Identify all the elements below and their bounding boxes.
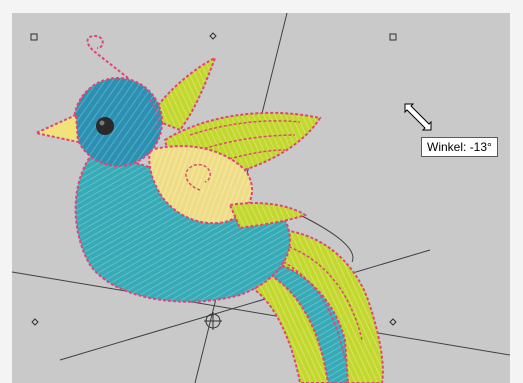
- lower-wing-feather: [228, 202, 308, 230]
- rotate-handle-top[interactable]: [209, 32, 217, 40]
- embroidery-canvas[interactable]: [12, 13, 510, 383]
- bird-head: [73, 77, 163, 167]
- design-view: [12, 13, 510, 383]
- angle-tooltip: Winkel: -13°: [421, 137, 498, 157]
- bird-beak: [32, 113, 80, 144]
- head-curl: [86, 34, 129, 79]
- rotate-handle-bottom-left[interactable]: [31, 318, 39, 326]
- handle-top-left[interactable]: [30, 33, 38, 41]
- head-stripe: [149, 99, 159, 131]
- handle-top-right[interactable]: [389, 33, 397, 41]
- rotation-handles: [31, 32, 397, 326]
- belly-swirl: [185, 163, 211, 191]
- diagonal-resize-cursor-icon: [404, 103, 432, 131]
- angle-value: -13°: [469, 140, 492, 154]
- rotation-center-icon[interactable]: [204, 312, 222, 330]
- bird-belly: [148, 145, 254, 225]
- wing-stripes: [189, 120, 301, 166]
- selection-handles: [30, 33, 397, 41]
- angle-label: Winkel:: [427, 140, 467, 154]
- rotate-handle-bottom-right[interactable]: [389, 318, 397, 326]
- tail-stripes: [264, 239, 363, 361]
- bird-eye: [96, 117, 114, 135]
- eye-highlight: [99, 120, 105, 126]
